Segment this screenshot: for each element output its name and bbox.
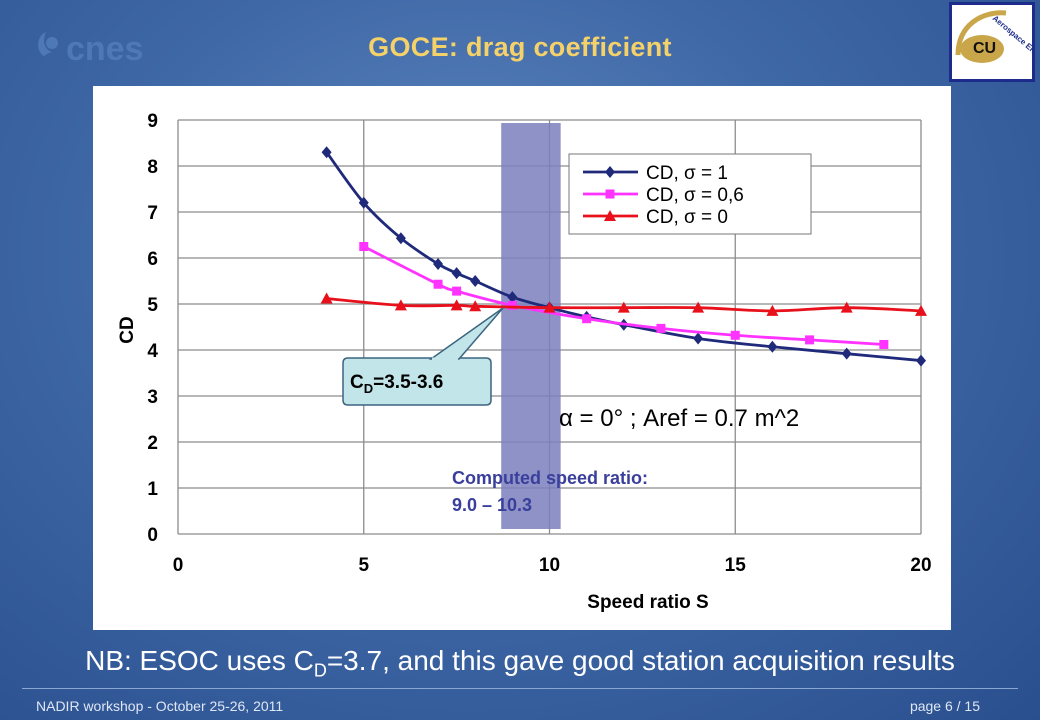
y-tick-label: 7 xyxy=(147,203,158,224)
legend-entry: CD, σ = 0 xyxy=(646,207,728,228)
data-point xyxy=(840,301,853,313)
y-tick-label: 3 xyxy=(147,387,158,408)
data-point xyxy=(879,339,889,349)
data-point xyxy=(433,279,443,289)
cnes-logo-text: cnes xyxy=(66,30,144,68)
slide-title: GOCE: drag coefficient xyxy=(368,32,672,62)
y-axis-label: CD xyxy=(117,316,138,343)
cd-callout: CD=3.5-3.6 xyxy=(342,307,504,406)
series-layer xyxy=(320,146,927,367)
data-point xyxy=(321,146,332,159)
data-point xyxy=(469,300,482,312)
computed-speed-line1: Computed speed ratio: xyxy=(452,468,648,488)
data-point xyxy=(692,301,705,313)
callout-c: C xyxy=(350,372,364,393)
y-tick-label: 2 xyxy=(147,433,158,454)
data-point xyxy=(359,242,369,251)
x-tick-label: 0 xyxy=(173,555,184,576)
svg-text:CD=3.5-3.6: CD=3.5-3.6 xyxy=(350,372,443,396)
data-point xyxy=(617,301,630,313)
legend-swatch-marker xyxy=(605,189,615,199)
drag-coefficient-chart: 0 5 10 15 20 0 1 2 3 4 5 6 7 8 9 CD, σ = 1 CD, σ = 0,6… xyxy=(93,86,951,630)
note-sub: D xyxy=(313,660,327,681)
data-point xyxy=(730,330,740,340)
legend-swatch-marker xyxy=(604,210,616,221)
data-point xyxy=(656,323,666,333)
data-point xyxy=(394,299,407,311)
note-prefix: NB: ESOC uses C xyxy=(85,645,314,676)
x-tick-label: 5 xyxy=(358,555,369,576)
note-suffix: =3.7, and this gave good station acquisi… xyxy=(326,645,955,676)
legend-swatch-marker xyxy=(605,166,615,178)
data-point xyxy=(450,299,463,311)
data-point xyxy=(451,267,462,280)
x-tick-label: 20 xyxy=(910,555,931,576)
speed-ratio-band xyxy=(501,123,561,529)
y-tick-labels: 0 1 2 3 4 5 6 7 8 9 xyxy=(147,111,158,546)
data-point xyxy=(915,304,927,316)
data-point xyxy=(693,332,704,345)
legend-entry: CD, σ = 0,6 xyxy=(646,185,744,206)
cnes-logo: cnes xyxy=(34,22,194,72)
y-tick-label: 1 xyxy=(147,479,158,500)
data-point xyxy=(767,340,778,353)
x-tick-labels: 0 5 10 15 20 xyxy=(173,555,932,576)
data-point xyxy=(841,347,852,360)
data-point xyxy=(766,304,779,316)
data-point xyxy=(358,196,369,209)
x-tick-label: 10 xyxy=(539,555,560,576)
x-axis-label: Speed ratio S xyxy=(587,592,708,613)
alpha-annotation: α = 0° ; Aref = 0.7 m^2 xyxy=(559,405,799,432)
series-1 xyxy=(359,242,889,349)
y-tick-label: 8 xyxy=(147,157,158,178)
data-point xyxy=(433,257,444,270)
cu-logo-mark: CU xyxy=(973,40,996,57)
data-point xyxy=(452,286,462,296)
data-point xyxy=(582,314,592,324)
legend: CD, σ = 1CD, σ = 0,6CD, σ = 0 xyxy=(568,153,812,235)
cu-aerospace-logo: CU Aerospace Engineering xyxy=(949,2,1040,82)
footer-page-number: page 6 / 15 xyxy=(909,698,980,714)
data-point xyxy=(916,354,926,367)
y-tick-label: 5 xyxy=(147,295,158,316)
series-line xyxy=(326,297,922,313)
data-point xyxy=(470,275,481,287)
callout-sub: D xyxy=(364,381,373,396)
computed-speed-line2: 9.0 – 10.3 xyxy=(452,495,532,515)
y-tick-label: 9 xyxy=(147,111,158,132)
x-tick-label: 15 xyxy=(725,555,747,576)
data-point xyxy=(507,300,517,310)
legend-entry: CD, σ = 1 xyxy=(646,163,728,184)
data-point xyxy=(805,335,815,345)
callout-value: =3.5-3.6 xyxy=(373,372,443,393)
esoc-note: NB: ESOC uses CD=3.7, and this gave good… xyxy=(0,645,1040,682)
footer-divider xyxy=(22,688,1018,689)
y-tick-label: 0 xyxy=(147,525,158,546)
footer-event: NADIR workshop - October 25-26, 2011 xyxy=(36,698,284,714)
y-tick-label: 4 xyxy=(147,341,158,362)
data-point xyxy=(507,291,518,304)
y-tick-label: 6 xyxy=(147,249,158,270)
data-point xyxy=(320,292,333,304)
data-point xyxy=(543,301,556,313)
series-2 xyxy=(320,292,927,316)
data-point xyxy=(395,232,406,245)
